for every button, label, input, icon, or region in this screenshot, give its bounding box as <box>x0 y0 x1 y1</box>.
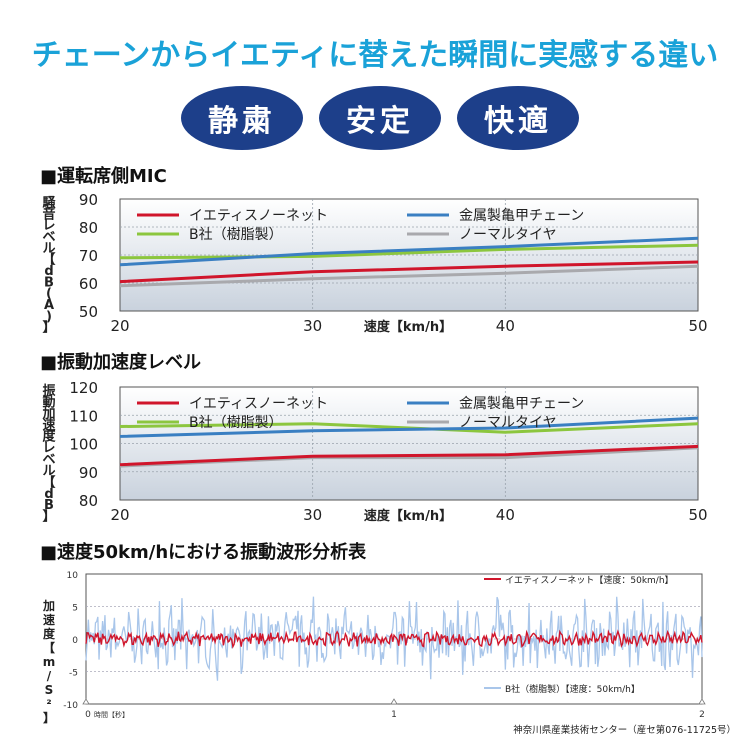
chart0-xtick: 50 <box>688 317 707 335</box>
chart2-series-line-1 <box>85 596 703 681</box>
chart0-xtick: 40 <box>496 317 515 335</box>
chart0-xtick: 20 <box>110 317 129 335</box>
chart2-xtick-marker <box>698 698 706 705</box>
chart1-xtick: 40 <box>496 506 515 524</box>
chart1-ytick: 120 <box>69 379 98 397</box>
chart2-ytick: -5 <box>69 669 78 679</box>
badge-quiet: 静粛 <box>181 86 303 150</box>
chart3-title: ■速度50km/hにおける振動波形分析表 <box>40 542 367 563</box>
chart2-legend-label-0: イエティスノーネット【速度：50km/h】 <box>505 574 674 586</box>
headline: チェーンからイエティに替えた瞬間に実感する違い <box>31 38 719 73</box>
chart1-legend-label-0: イエティスノーネット <box>189 396 328 412</box>
chart1-legend-label-2: B社（樹脂製） <box>189 415 283 431</box>
chart2-ytick: 10 <box>67 571 79 581</box>
chart1-ytick: 80 <box>79 492 98 510</box>
chart2-xtick: 2 <box>699 710 705 720</box>
chart2-ytick: -10 <box>63 701 78 711</box>
chart1-ytick: 110 <box>69 407 98 425</box>
chart1-ytick: 90 <box>79 464 98 482</box>
badge-comfort: 快適 <box>457 86 579 150</box>
chart1-xtick: 50 <box>688 506 707 524</box>
chart2-xtick-marker <box>82 698 90 705</box>
chart2-xtick: 0 <box>85 710 91 720</box>
chart0-ytick: 50 <box>79 303 98 321</box>
chart0-xtick: 30 <box>303 317 322 335</box>
chart2-ytick: 0 <box>72 636 78 646</box>
chart2-xtick: 1 <box>391 710 397 720</box>
chart0-ylabel: 騒音レベル【 d B(A)】 <box>41 196 56 336</box>
chart0-ytick: 70 <box>79 247 98 265</box>
chart0-legend-label-0: イエティスノーネット <box>189 208 328 224</box>
chart0-series-line-2 <box>119 243 699 260</box>
chart1-title: ■運転席側MIC <box>40 166 167 187</box>
chart0-legend-label-3: ノーマルタイヤ <box>459 227 557 243</box>
chart1-legend-label-3: ノーマルタイヤ <box>459 415 557 431</box>
chart0-ytick: 90 <box>79 191 98 209</box>
chart1-legend-label-1: 金属製亀甲チェーン <box>459 396 584 412</box>
chart1-xlabel: 速度【km/h】 <box>364 508 452 524</box>
chart1-xtick: 30 <box>303 506 322 524</box>
footer-source: 神奈川県産業技術センター（産セ第076-11725号） <box>513 725 736 736</box>
chart0-series-line-0 <box>119 260 699 284</box>
chart1-ytick: 100 <box>69 436 98 454</box>
badge-stable: 安定 <box>319 86 441 150</box>
chart1-series-line-0 <box>119 444 699 467</box>
chart2-legend-label-1: B社（樹脂製）【速度：50km/h】 <box>505 683 640 695</box>
chart0-legend-label-2: B社（樹脂製） <box>189 227 283 243</box>
chart2-title: ■振動加速度レベル <box>40 352 202 373</box>
chart2-xlabel: 時間【秒】 <box>94 710 129 719</box>
chart0-xlabel: 速度【km/h】 <box>364 319 452 335</box>
chart1-xtick: 20 <box>110 506 129 524</box>
chart0-ytick: 60 <box>79 275 98 293</box>
chart2-ylabel: 加速度【 m / S ²】 <box>42 598 56 725</box>
chart2-series-line-0 <box>85 629 703 649</box>
chart2-ytick: 5 <box>72 604 78 614</box>
chart2-xtick-marker <box>390 698 398 705</box>
chart1-series-line-1 <box>119 416 699 438</box>
chart0-legend-label-1: 金属製亀甲チェーン <box>459 208 584 224</box>
chart0-series-line-3 <box>119 264 699 288</box>
chart1-ylabel: 振動加速度レベル【 d B】 <box>41 383 56 525</box>
chart0-ytick: 80 <box>79 219 98 237</box>
chart0-series-line-1 <box>119 236 699 267</box>
